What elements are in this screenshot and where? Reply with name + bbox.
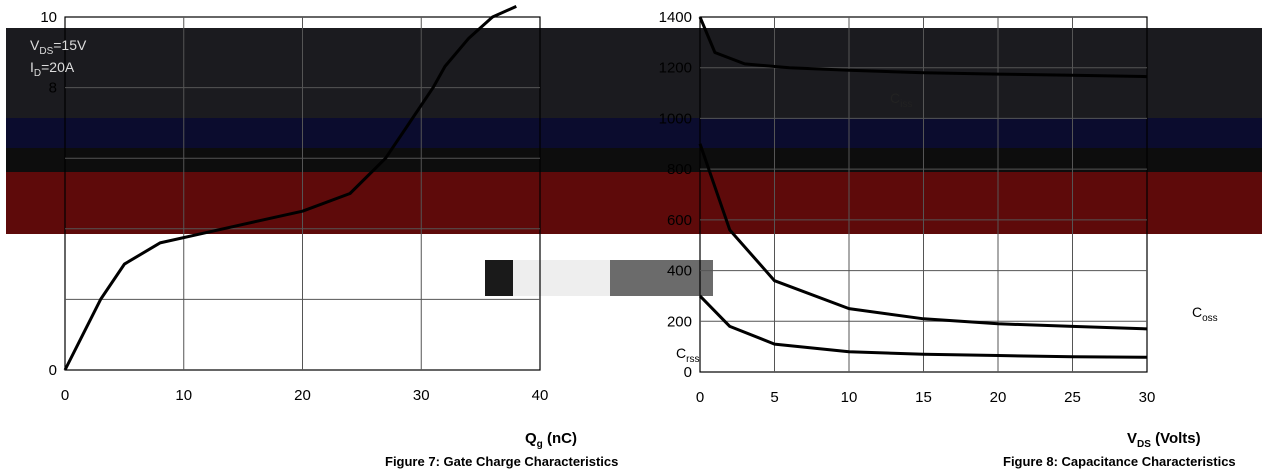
x-tick-label: 30 bbox=[1139, 389, 1156, 406]
x-tick-label: 20 bbox=[294, 387, 311, 404]
x-tick-label: 10 bbox=[841, 389, 858, 406]
id-annotation: ID=20A bbox=[30, 59, 75, 79]
y-tick-label: 200 bbox=[667, 313, 692, 330]
c-oss-line bbox=[698, 143, 1148, 331]
gate-charge-grid bbox=[65, 17, 540, 370]
y-tick-label: 800 bbox=[667, 161, 692, 178]
capacitance-x-axis-title: VDS (Volts) bbox=[1127, 430, 1201, 450]
x-tick-label: 40 bbox=[532, 387, 549, 404]
x-tick-label: 20 bbox=[990, 389, 1007, 406]
x-tick-label: 5 bbox=[770, 389, 778, 406]
x-tick-label: 0 bbox=[61, 387, 69, 404]
figure-8-caption: Figure 8: Capacitance Characteristics bbox=[1003, 454, 1236, 469]
glitch-band-black bbox=[6, 148, 1262, 172]
x-tick-label: 15 bbox=[915, 389, 932, 406]
ciss-label: Ciss bbox=[890, 90, 912, 110]
c-iss-line bbox=[698, 16, 1148, 79]
y-tick-label: 0 bbox=[49, 362, 57, 379]
y-tick-label: 600 bbox=[667, 212, 692, 229]
capacitance-grid bbox=[700, 17, 1147, 372]
gate-charge-tick-labels: 0 10 20 30 40 0 8 10 bbox=[40, 9, 548, 404]
gate-charge-series bbox=[63, 5, 517, 371]
vds-annotation: VDS=15V bbox=[30, 37, 87, 57]
glitch-band-dark bbox=[6, 28, 1262, 118]
figure-7-caption: Figure 7: Gate Charge Characteristics bbox=[385, 454, 618, 469]
gate-charge-line bbox=[63, 5, 517, 371]
y-tick-label: 1200 bbox=[659, 60, 692, 77]
x-tick-label: 30 bbox=[413, 387, 430, 404]
crss-label: Crss bbox=[676, 345, 699, 365]
y-tick-label: 400 bbox=[667, 263, 692, 280]
glitch-band-red bbox=[6, 172, 1262, 234]
x-tick-label: 25 bbox=[1064, 389, 1081, 406]
y-tick-label: 1000 bbox=[659, 110, 692, 127]
coss-label: Coss bbox=[1192, 304, 1218, 324]
glitch-band-blue bbox=[6, 118, 1262, 148]
y-tick-label: 0 bbox=[684, 364, 692, 381]
glitch-swatch-light bbox=[513, 260, 610, 296]
capacitance-tick-labels: 0 5 10 15 20 25 30 0 200 400 600 800 1000 1200 1400 bbox=[659, 9, 1156, 406]
x-tick-label: 0 bbox=[696, 389, 704, 406]
gate-charge-x-axis-title: Qg (nC) bbox=[525, 430, 577, 450]
x-tick-label: 10 bbox=[175, 387, 192, 404]
y-tick-label: 10 bbox=[40, 9, 57, 26]
glitch-swatch-black bbox=[485, 260, 513, 296]
y-tick-label: 8 bbox=[49, 80, 57, 97]
glitch-swatch-gray bbox=[610, 260, 713, 296]
capacitance-series bbox=[698, 16, 1148, 359]
y-tick-label: 1400 bbox=[659, 9, 692, 26]
c-rss-line bbox=[698, 294, 1148, 359]
